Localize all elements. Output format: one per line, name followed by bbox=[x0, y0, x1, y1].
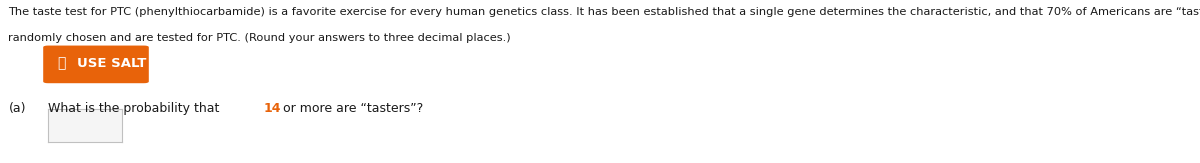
FancyBboxPatch shape bbox=[43, 46, 149, 83]
Text: (a): (a) bbox=[8, 102, 26, 115]
Text: randomly chosen and are tested for PTC. (Round your answers to three decimal pla: randomly chosen and are tested for PTC. … bbox=[8, 33, 511, 43]
Text: ⦾: ⦾ bbox=[58, 57, 66, 71]
Text: 14: 14 bbox=[264, 102, 281, 115]
Text: USE SALT: USE SALT bbox=[77, 57, 146, 70]
Text: The taste test for PTC (phenylthiocarbamide) is a favorite exercise for every hu: The taste test for PTC (phenylthiocarbam… bbox=[8, 7, 1200, 16]
Text: What is the probability that: What is the probability that bbox=[48, 102, 223, 115]
Text: or more are “tasters”?: or more are “tasters”? bbox=[278, 102, 422, 115]
